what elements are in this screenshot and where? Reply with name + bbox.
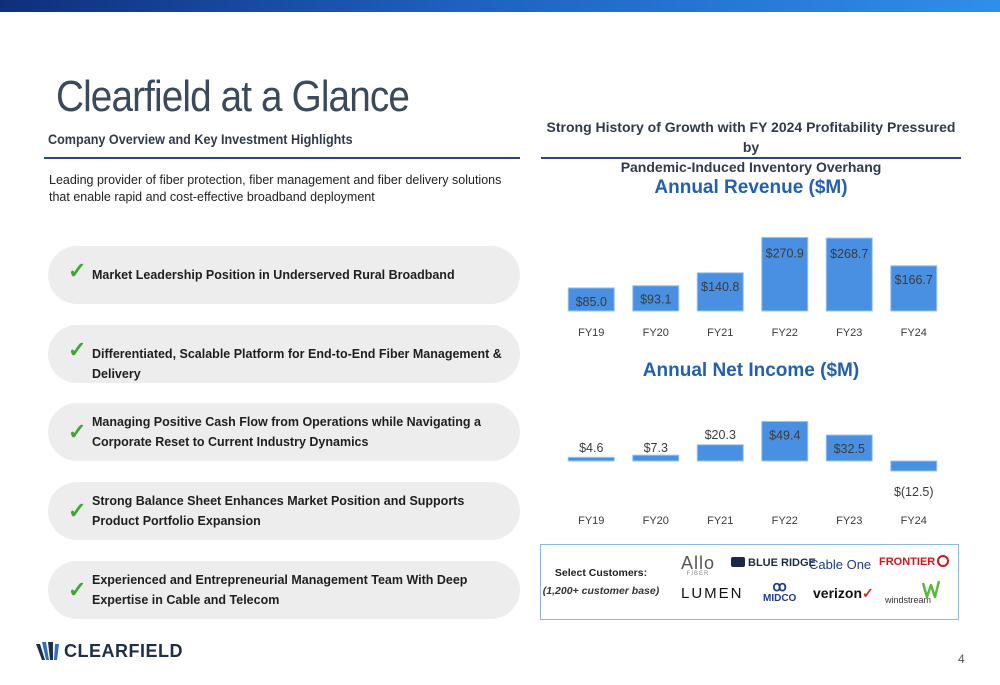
blue-ridge-mark-icon xyxy=(731,557,745,567)
revenue-bar-fy22 xyxy=(761,236,809,312)
revenue-value-label-fy23: $268.7 xyxy=(830,247,868,261)
net-income-bar-fy20 xyxy=(632,454,680,462)
revenue-bar-fy19 xyxy=(567,287,615,312)
net-income-bar-fy24 xyxy=(890,460,938,472)
checkmark-icon: ✓ xyxy=(68,419,87,444)
revenue-value-label-fy19: $85.0 xyxy=(576,295,607,309)
top-accent-bar xyxy=(0,0,1000,12)
highlight-text: Differentiated, Scalable Platform for En… xyxy=(92,347,502,381)
net-income-value-label-fy21: $20.3 xyxy=(705,428,736,442)
highlight-item: ✓ Strong Balance Sheet Enhances Market P… xyxy=(48,482,520,540)
revenue-chart: $85.0 FY19 $93.1 FY20 $140.8 FY21 $270.9 FY22 $2… xyxy=(567,236,938,339)
net-income-value-label-fy20: $7.3 xyxy=(644,441,668,455)
highlight-item: ✓ Market Leadership Position in Underser… xyxy=(48,246,520,304)
net-income-tick-label-fy22: FY22 xyxy=(772,515,798,527)
footer-brand-text: CLEARFIELD xyxy=(64,640,183,661)
revenue-bar-fy23 xyxy=(825,237,873,312)
net-income-tick-label-fy20: FY20 xyxy=(643,515,669,527)
right-section-heading: Strong History of Growth with FY 2024 Pr… xyxy=(541,117,961,177)
revenue-value-label-fy24: $166.7 xyxy=(895,273,933,287)
page-number: 4 xyxy=(958,652,965,666)
lumen-logo: LUMEN xyxy=(681,585,744,602)
revenue-value-label-fy22: $270.9 xyxy=(766,246,804,260)
page-title: Clearfield at a Glance xyxy=(56,72,410,121)
revenue-value-label-fy21: $140.8 xyxy=(701,280,739,294)
revenue-chart-title: Annual Revenue ($M) xyxy=(654,177,848,198)
net-income-bar-fy22 xyxy=(761,420,809,462)
net-income-tick-label-fy21: FY21 xyxy=(707,515,733,527)
highlight-text: Managing Positive Cash Flow from Operati… xyxy=(92,415,481,449)
checkmark-icon: ✓ xyxy=(68,258,87,283)
highlight-item: ✓ Experienced and Entrepreneurial Manage… xyxy=(48,561,520,619)
frontier-logo-text: FRONTIER xyxy=(879,556,936,568)
blue-ridge-logo-text: BLUE RIDGE xyxy=(748,557,816,569)
company-intro: Leading provider of fiber protection, fi… xyxy=(49,173,502,204)
frontier-logo: FRONTIER xyxy=(879,555,950,568)
revenue-bar-fy21 xyxy=(696,272,744,312)
checkmark-icon: ✓ xyxy=(68,337,87,362)
customers-count: (1,200+ customer base) xyxy=(542,585,660,597)
net-income-tick-label-fy23: FY23 xyxy=(836,515,862,527)
frontier-mark-icon xyxy=(937,555,950,567)
verizon-logo-text: verizon xyxy=(813,585,863,601)
net-income-chart: $4.6 FY19 $7.3 FY20 $20.3 FY21 $49.4 FY22 $32.5 F… xyxy=(567,420,938,527)
midco-mark-icon: ꝏ xyxy=(772,578,787,594)
net-income-value-label-fy24: $(12.5) xyxy=(894,485,934,499)
highlight-item: ✓ Managing Positive Cash Flow from Opera… xyxy=(48,403,520,461)
windstream-logo-text: windstream xyxy=(885,595,932,605)
checkmark-icon: ✓ xyxy=(68,577,87,602)
cable-one-logo: Cable One xyxy=(809,557,872,572)
revenue-tick-label-fy20: FY20 xyxy=(643,327,669,339)
highlight-item: ✓ Differentiated, Scalable Platform for … xyxy=(48,325,520,383)
checkmark-icon: ✓ xyxy=(68,498,87,523)
revenue-tick-label-fy19: FY19 xyxy=(578,327,604,339)
right-divider xyxy=(541,157,961,159)
revenue-bar-fy24 xyxy=(890,265,938,312)
allo-logo-sub: FIBER xyxy=(686,571,710,577)
net-income-tick-label-fy24: FY24 xyxy=(901,515,927,527)
net-income-bar-fy21 xyxy=(696,444,744,462)
clearfield-mark-icon xyxy=(36,642,59,660)
midco-logo-text: MIDCO xyxy=(763,593,797,604)
right-heading-line-2: Pandemic-Induced Inventory Overhang xyxy=(620,159,882,175)
windstream-mark-icon xyxy=(922,580,940,599)
highlight-text: Experienced and Entrepreneurial Manageme… xyxy=(92,573,468,607)
windstream-logo: windstream xyxy=(885,595,931,605)
net-income-tick-label-fy19: FY19 xyxy=(578,515,604,527)
revenue-bar-fy20 xyxy=(632,285,680,312)
left-divider xyxy=(44,157,520,159)
revenue-tick-label-fy24: FY24 xyxy=(901,327,927,339)
blue-ridge-logo: BLUE RIDGE xyxy=(731,557,816,569)
net-income-value-label-fy22: $49.4 xyxy=(769,428,800,442)
allo-logo-text: Allo xyxy=(681,553,716,573)
net-income-value-label-fy23: $32.5 xyxy=(834,442,865,456)
right-heading-line-1: Strong History of Growth with FY 2024 Pr… xyxy=(546,119,956,155)
customers-panel: Select Customers: (1,200+ customer base)… xyxy=(540,544,959,620)
footer-logo: CLEARFIELD xyxy=(34,640,183,662)
highlight-text: Market Leadership Position in Underserve… xyxy=(92,268,455,282)
midco-logo: ꝏ MIDCO xyxy=(763,579,796,604)
left-section-heading: Company Overview and Key Investment High… xyxy=(48,131,353,147)
revenue-tick-label-fy23: FY23 xyxy=(836,327,862,339)
customers-label: Select Customers: xyxy=(554,567,648,579)
allo-logo: Allo FIBER xyxy=(681,553,715,577)
verizon-logo: verizon✓ xyxy=(813,585,874,602)
net-income-value-label-fy19: $4.6 xyxy=(579,441,603,455)
revenue-tick-label-fy21: FY21 xyxy=(707,327,733,339)
revenue-tick-label-fy22: FY22 xyxy=(772,327,798,339)
net-income-bar-fy19 xyxy=(567,456,615,462)
net-income-bar-fy23 xyxy=(825,434,873,462)
net-income-chart-title: Annual Net Income ($M) xyxy=(642,360,860,381)
verizon-check-icon: ✓ xyxy=(862,585,874,601)
highlight-text: Strong Balance Sheet Enhances Market Pos… xyxy=(92,494,465,528)
revenue-value-label-fy20: $93.1 xyxy=(640,293,671,307)
